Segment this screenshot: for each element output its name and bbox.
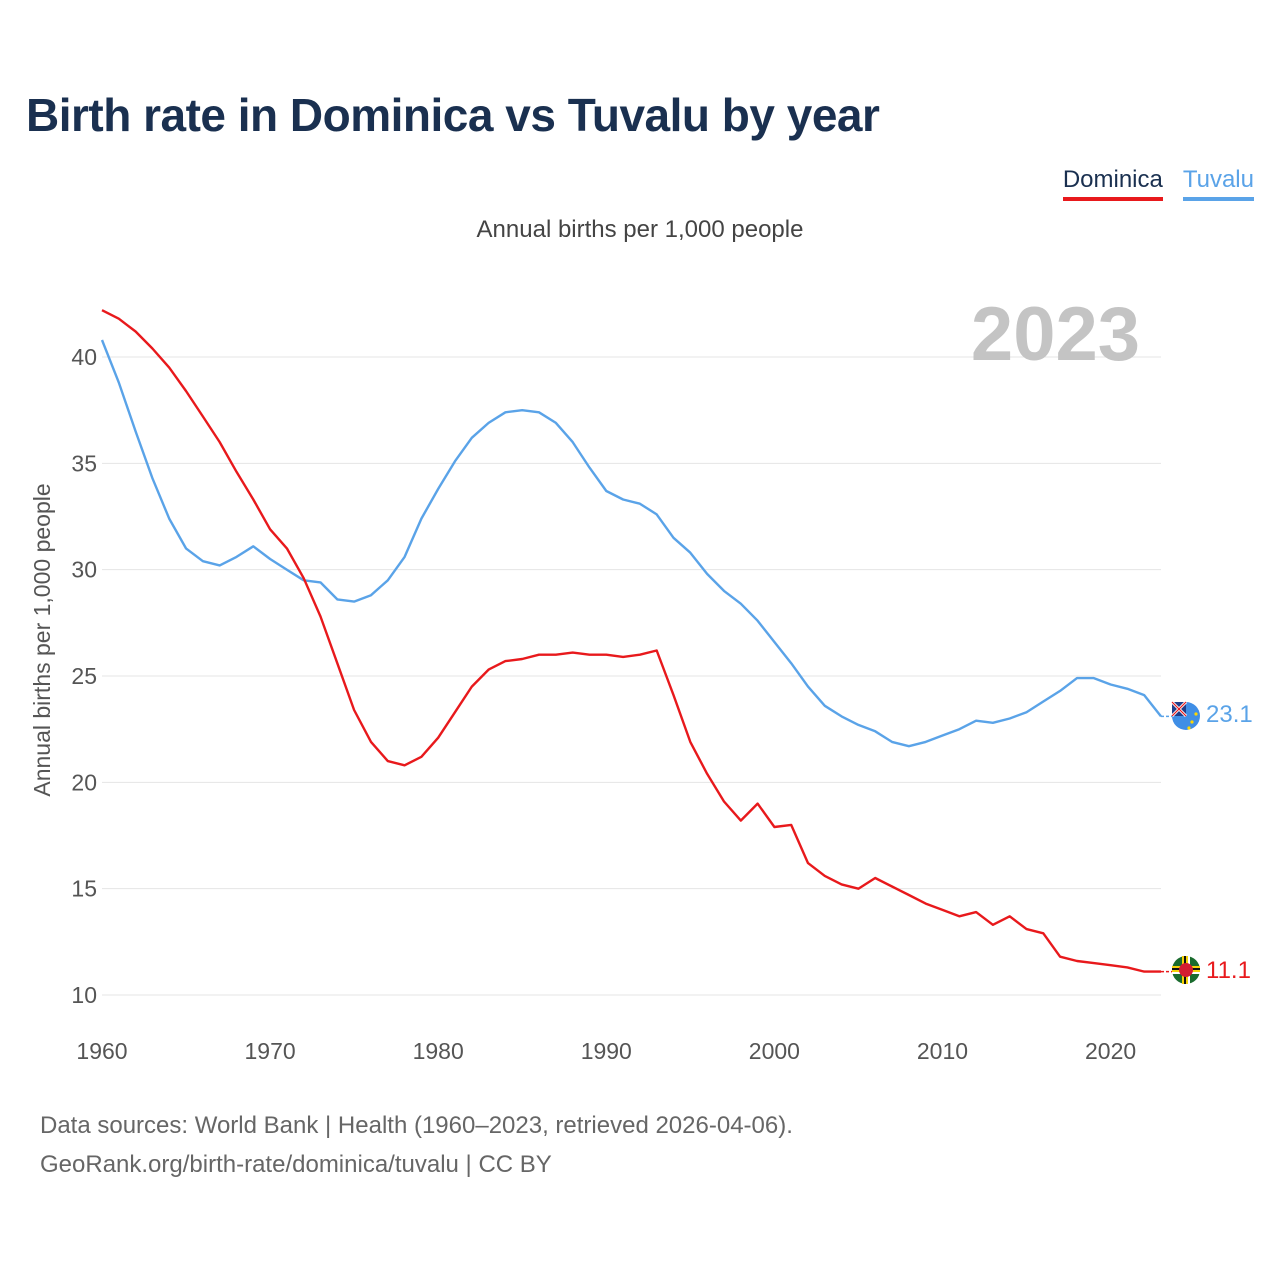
chart-title: Birth rate in Dominica vs Tuvalu by year bbox=[26, 89, 880, 141]
y-tick-label: 10 bbox=[71, 982, 97, 1008]
dominica-end-value: 11.1 bbox=[1206, 957, 1251, 984]
y-tick-label: 25 bbox=[71, 663, 97, 689]
tuvalu-flag-icon bbox=[1170, 700, 1200, 730]
dominica-flag-icon bbox=[1172, 956, 1200, 984]
line-chart: 2023 10 15 20 25 30 35 40 1960 1970 1980 1990 2000… bbox=[29, 292, 1253, 1064]
y-axis-label: Annual births per 1,000 people bbox=[29, 483, 55, 796]
x-tick-label: 1980 bbox=[413, 1038, 464, 1064]
x-tick-label: 1970 bbox=[245, 1038, 296, 1064]
end-markers bbox=[1170, 700, 1200, 984]
series-lines bbox=[100, 309, 1172, 973]
x-tick-label: 2020 bbox=[1085, 1038, 1136, 1064]
year-watermark: 2023 bbox=[971, 292, 1140, 377]
y-tick-label: 30 bbox=[71, 557, 97, 583]
grid bbox=[102, 356, 1161, 996]
tuvalu-end-value: 23.1 bbox=[1206, 701, 1253, 728]
x-tick-label: 2000 bbox=[749, 1038, 800, 1064]
x-tick-label: 2010 bbox=[917, 1038, 968, 1064]
footer-data-sources: Data sources: World Bank | Health (1960–… bbox=[40, 1112, 793, 1139]
legend-item-tuvalu[interactable]: Tuvalu bbox=[1182, 166, 1254, 201]
x-axis-ticks: 1960 1970 1980 1990 2000 2010 2020 bbox=[76, 1038, 1136, 1064]
y-tick-label: 15 bbox=[71, 876, 97, 902]
chart-subtitle: Annual births per 1,000 people bbox=[476, 216, 804, 243]
x-tick-label: 1990 bbox=[581, 1038, 632, 1064]
y-tick-label: 20 bbox=[71, 769, 97, 795]
y-tick-label: 40 bbox=[71, 344, 97, 370]
x-tick-label: 1960 bbox=[76, 1038, 127, 1064]
series-line-dominica[interactable] bbox=[101, 309, 1161, 973]
footer-sources: Data sources: World Bank | Health (1960–… bbox=[40, 1106, 793, 1184]
series-line-tuvalu[interactable] bbox=[100, 339, 1162, 748]
legend: Dominica Tuvalu bbox=[1062, 166, 1254, 201]
footer-url[interactable]: GeoRank.org/birth-rate/dominica/tuvalu |… bbox=[40, 1151, 552, 1178]
y-axis-ticks: 10 15 20 25 30 35 40 bbox=[71, 344, 97, 1008]
legend-item-dominica[interactable]: Dominica bbox=[1062, 166, 1163, 201]
y-tick-label: 35 bbox=[71, 450, 97, 476]
